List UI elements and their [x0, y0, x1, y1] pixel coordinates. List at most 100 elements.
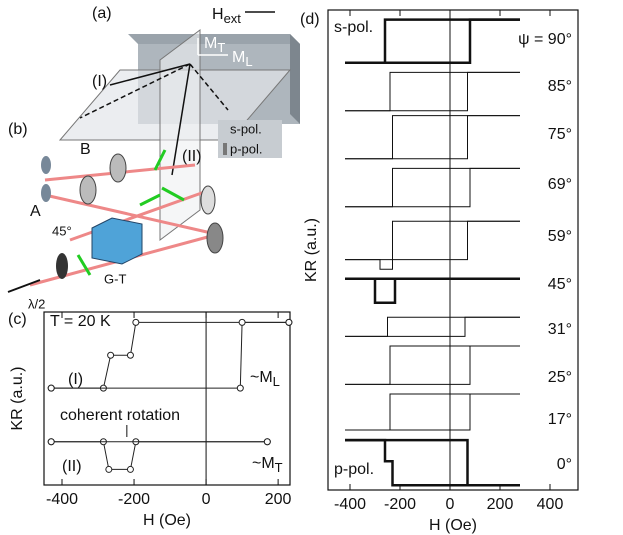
panel-label: (a) — [92, 5, 112, 22]
x-tick-label: 400 — [537, 496, 564, 513]
mt-label: MT — [204, 35, 225, 55]
marker — [47, 438, 55, 446]
panel-label: (b) — [8, 121, 28, 138]
curve — [345, 167, 520, 208]
psi-label: 0° — [557, 456, 572, 473]
x-tick-label: -200 — [118, 491, 150, 508]
mirror — [200, 185, 216, 215]
beam — [189, 63, 229, 111]
block-top — [128, 34, 300, 44]
marker — [47, 384, 55, 392]
curve — [345, 18, 520, 65]
annotation-main: ~M — [250, 369, 273, 386]
annotation: s-pol. — [334, 19, 373, 36]
x-tick-label: 200 — [265, 491, 292, 508]
curve — [345, 345, 520, 385]
annotation-sub: L — [273, 374, 280, 389]
curve — [345, 167, 520, 208]
psi-label: 69° — [548, 176, 572, 193]
annotation: (I) — [68, 371, 83, 388]
curve — [345, 345, 520, 385]
curve — [345, 438, 520, 487]
annotation-main: ~M — [252, 455, 275, 472]
detector — [41, 184, 51, 202]
plot-frame — [43, 311, 291, 486]
psi-label: 25° — [548, 369, 572, 386]
input-arrow — [7, 279, 41, 293]
annotation: p-pol. — [334, 461, 374, 478]
curve — [345, 71, 520, 112]
curve — [345, 220, 520, 261]
marker — [132, 318, 140, 326]
x-tick-label: 200 — [487, 496, 514, 513]
marker — [126, 351, 134, 359]
marker — [107, 351, 115, 359]
curve — [51, 321, 289, 389]
marker — [263, 438, 271, 446]
curve — [345, 393, 520, 431]
plot-frame — [327, 9, 579, 491]
angle-label: 45° — [52, 223, 72, 238]
block-side — [290, 34, 300, 124]
annotation: (II) — [62, 458, 82, 475]
psi-label: ψ = 90° — [518, 31, 572, 48]
p-pol-label: p-pol. — [230, 141, 263, 156]
annotation: ~ML — [250, 369, 280, 389]
psi-label: 17° — [548, 411, 572, 428]
ml-label: ML — [232, 49, 253, 69]
curve — [345, 115, 520, 160]
label-ii: (II) — [182, 148, 202, 165]
psi-label: 75° — [548, 126, 572, 143]
x-axis-label: H (Oe) — [143, 512, 191, 529]
h-label: Hext — [212, 6, 241, 26]
curve — [345, 316, 520, 337]
label-a: A — [30, 203, 41, 220]
beam — [79, 63, 191, 119]
curve — [345, 393, 520, 431]
marker — [105, 465, 113, 473]
x-axis-label: H (Oe) — [429, 517, 477, 534]
y-axis-label: KR (a.u.) — [303, 218, 320, 282]
s-pol-label: s-pol. — [230, 121, 262, 136]
legend-swatch — [223, 143, 227, 155]
lens — [109, 153, 127, 183]
x-tick-label: 0 — [446, 496, 455, 513]
panel-label: (c) — [8, 311, 27, 328]
psi-label: 31° — [548, 321, 572, 338]
cube — [91, 217, 143, 265]
annotation-sub: T — [275, 460, 283, 475]
curve — [345, 115, 520, 160]
psi-label: 59° — [548, 228, 572, 245]
annotation: T = 20 K — [50, 313, 111, 330]
curve — [345, 277, 520, 305]
gt-label: G-T — [104, 271, 126, 286]
panel-label: (d) — [300, 11, 320, 28]
lens — [79, 175, 97, 205]
annotation: ~MT — [252, 455, 283, 475]
plane-ii — [159, 29, 201, 241]
psi-label: 45° — [548, 276, 572, 293]
y-axis-label: KR (a.u.) — [9, 366, 26, 430]
marker — [238, 318, 246, 326]
waveplate — [56, 253, 68, 279]
curve — [345, 220, 520, 270]
curve — [345, 316, 520, 337]
marker — [285, 318, 293, 326]
x-tick-label: -400 — [334, 496, 366, 513]
x-tick-label: -200 — [384, 496, 416, 513]
beam — [109, 63, 191, 86]
mirror — [206, 222, 224, 254]
diagram-b: (b) A B G-T 45° λ/2 — [7, 121, 224, 311]
beam — [171, 63, 191, 176]
polarization-arrows — [76, 149, 185, 276]
label-b: B — [80, 141, 91, 158]
label-i: (I) — [92, 73, 107, 90]
curve — [345, 71, 520, 112]
curve — [51, 441, 268, 470]
marker — [236, 384, 244, 392]
waveplate-label: λ/2 — [28, 296, 45, 311]
detector — [41, 156, 51, 174]
x-tick-label: 0 — [202, 491, 211, 508]
legend-box — [218, 120, 282, 158]
